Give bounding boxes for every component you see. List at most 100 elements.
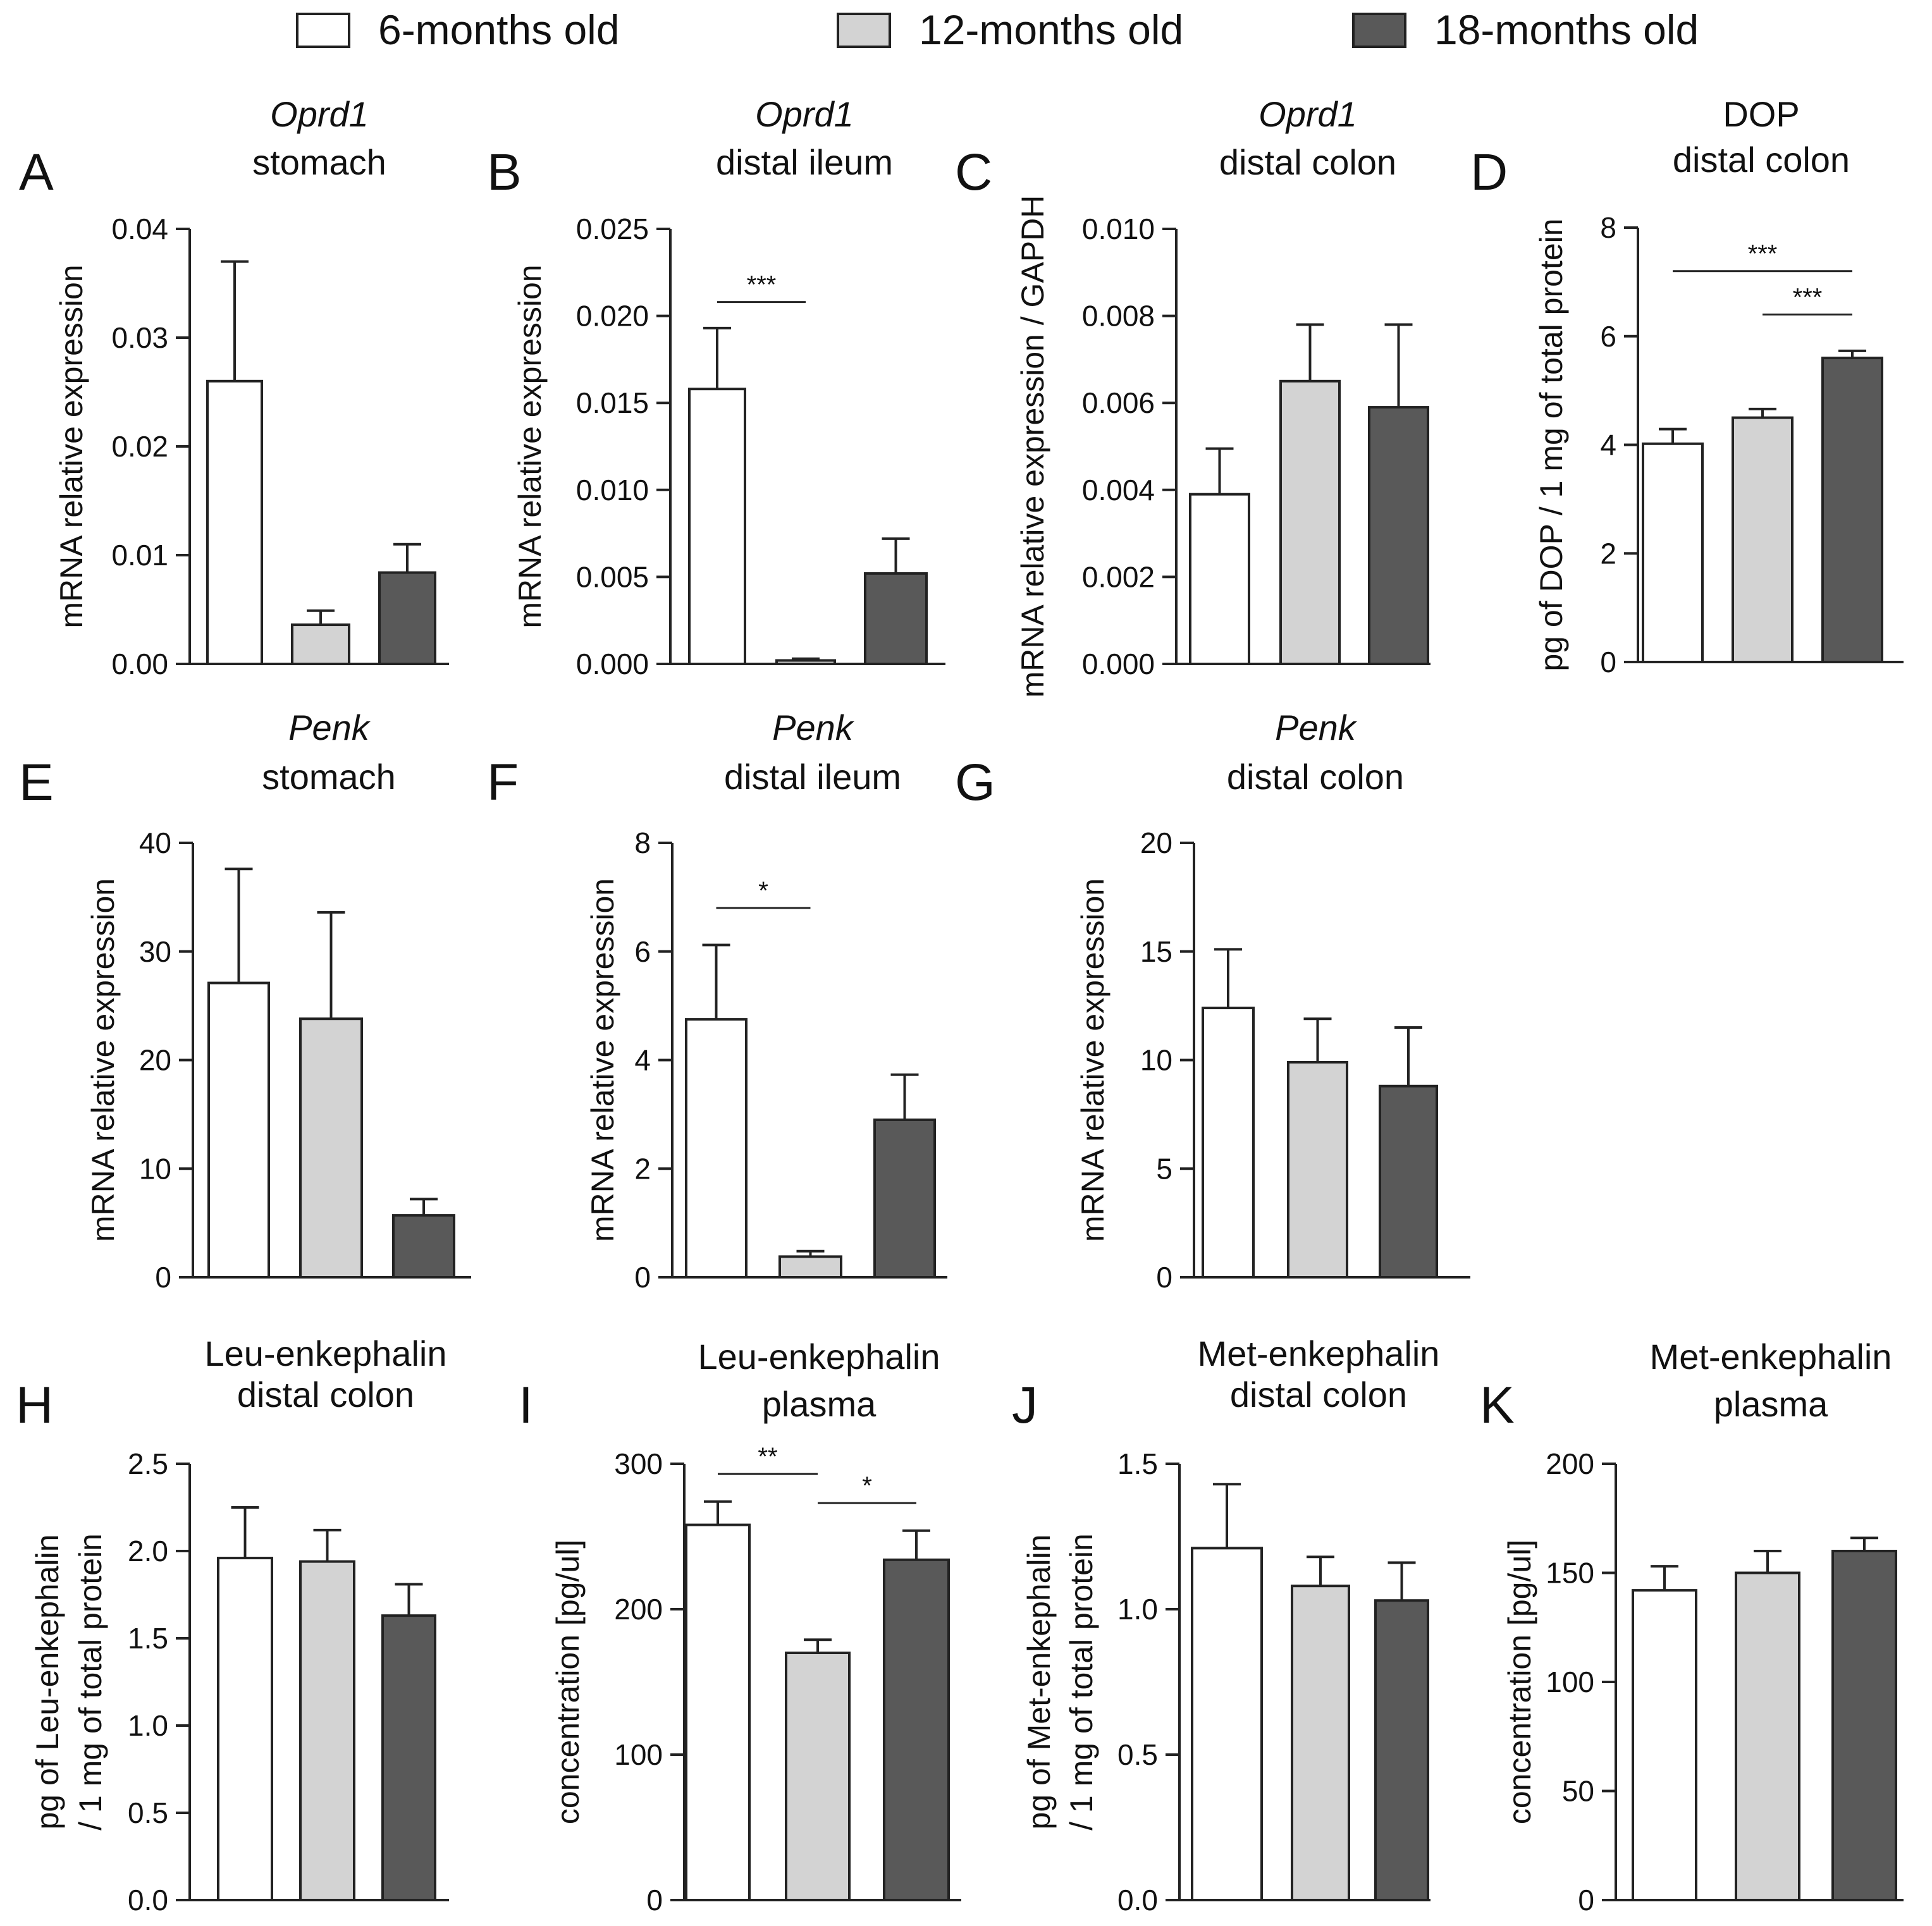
y-tick-label-d-3: 6 [1600, 320, 1616, 353]
panel-g: G Penk distal colon 0 5 10 15 20 mRNA relative e… [955, 708, 1470, 1294]
y-tick-label-h-4: 2.0 [128, 1535, 168, 1567]
bar-h-2 [299, 1560, 355, 1902]
y-tick-label-h-0: 0.0 [128, 1884, 168, 1917]
error-bar-d-3 [1838, 349, 1866, 359]
y-tick-label-i-2: 200 [614, 1593, 663, 1626]
bar-g-2 [1287, 1060, 1348, 1279]
chart-title-line1-d: DOP [1723, 94, 1799, 134]
y-tick-label-i-0: 0 [646, 1884, 663, 1917]
y-axis-label-j-line2: / 1 mg of total protein [1064, 1533, 1099, 1831]
error-bar-a-2 [307, 609, 335, 625]
error-bar-a-3 [393, 543, 421, 573]
bar-e-2 [299, 1017, 363, 1279]
bar-k-2 [1735, 1571, 1800, 1901]
bar-d-1 [1642, 442, 1704, 663]
panel-d: D DOP distal colon 0 2 4 6 8 pg of DOP / 1 mg of… [1470, 94, 1904, 678]
error-bar-k-1 [1651, 1565, 1678, 1591]
chart-title-line2-c: distal colon [1219, 142, 1396, 182]
significance-label-d-1: *** [1748, 240, 1778, 268]
panel-f: F Penk distal ileum 0 2 4 6 8 mRNA relative expr… [487, 708, 947, 1294]
error-bar-i-2 [804, 1638, 832, 1653]
y-tick-label-b-3: 0.015 [576, 386, 649, 419]
panel-c: C Oprd1 distal colon 0.000 0.002 0.004 0.006 0.… [955, 94, 1431, 697]
bar-g-1 [1202, 1007, 1255, 1279]
error-bar-b-2 [792, 657, 820, 661]
y-axis-label-a: mRNA relative expression [54, 264, 89, 628]
legend-swatch-1 [296, 13, 350, 48]
y-tick-label-b-5: 0.025 [576, 212, 649, 245]
bar-b-3 [864, 572, 928, 665]
bar-b-1 [688, 388, 746, 666]
y-tick-label-k-1: 50 [1562, 1775, 1594, 1808]
bar-a-2 [291, 623, 350, 666]
y-tick-label-k-2: 100 [1546, 1665, 1594, 1698]
y-tick-label-a-1: 0.01 [111, 539, 168, 572]
y-tick-label-j-1: 0.5 [1117, 1738, 1158, 1771]
error-bar-i-1 [704, 1500, 732, 1525]
significance-label-b-1: *** [747, 271, 777, 299]
y-axis-label-h-line1: pg of Leu-enkephalin [30, 1534, 65, 1829]
error-bar-f-1 [702, 943, 730, 1020]
y-tick-label-h-1: 0.5 [128, 1796, 168, 1829]
y-tick-label-c-5: 0.010 [1082, 212, 1155, 245]
y-tick-label-f-1: 2 [634, 1152, 651, 1185]
error-bar-i-3 [902, 1529, 930, 1560]
bar-i-3 [883, 1558, 950, 1902]
y-axis-label-h-line2: / 1 mg of total protein [73, 1533, 108, 1831]
panel-i: I Leu-enkephalin plasma 0 100 200 300 concentra… [519, 1337, 961, 1917]
significance-label-i-1: ** [758, 1443, 777, 1471]
error-bar-c-2 [1296, 323, 1324, 381]
y-tick-label-d-1: 2 [1600, 537, 1616, 570]
y-tick-label-i-3: 300 [614, 1447, 663, 1480]
y-tick-label-f-2: 4 [634, 1044, 651, 1077]
chart-title-line1-f: Penk [772, 708, 855, 747]
chart-title-line1-c: Oprd1 [1258, 94, 1357, 134]
y-tick-label-g-3: 15 [1140, 935, 1172, 968]
bar-i-2 [785, 1652, 851, 1901]
error-bar-c-3 [1384, 323, 1413, 408]
bar-k-3 [1831, 1550, 1897, 1901]
chart-title-line1-i: Leu-enkephalin [698, 1337, 940, 1377]
y-tick-label-d-0: 0 [1600, 646, 1616, 678]
error-bar-g-1 [1214, 948, 1242, 1009]
error-bar-b-1 [703, 326, 731, 389]
y-tick-label-c-1: 0.002 [1082, 560, 1155, 593]
panel-letter-a: A [19, 144, 54, 201]
y-tick-label-g-2: 10 [1140, 1044, 1172, 1077]
chart-title-line2-k: plasma [1714, 1384, 1828, 1424]
y-axis-label-c: mRNA relative expression / GAPDH [1015, 195, 1050, 698]
chart-title-line1-e: Penk [288, 708, 371, 747]
chart-title-line2-i: plasma [762, 1384, 877, 1424]
y-tick-label-a-2: 0.02 [111, 430, 168, 463]
y-axis-label-k: concentration [pg/ul] [1502, 1540, 1537, 1824]
panel-letter-d: D [1470, 144, 1508, 201]
y-tick-label-g-4: 20 [1140, 826, 1172, 859]
error-bar-e-3 [410, 1198, 438, 1216]
y-tick-label-d-4: 8 [1600, 211, 1616, 244]
chart-title-line2-a: stomach [252, 142, 386, 182]
chart-title-line1-b: Oprd1 [755, 94, 854, 134]
y-axis-label-d: pg of DOP / 1 mg of total protein [1534, 218, 1569, 671]
panel-letter-g: G [955, 754, 995, 811]
y-tick-label-j-0: 0.0 [1117, 1884, 1158, 1917]
panel-letter-j: J [1012, 1377, 1038, 1434]
significance-label-f-1: * [758, 877, 768, 905]
panel-letter-i: I [519, 1377, 533, 1434]
y-tick-label-b-4: 0.020 [576, 300, 649, 333]
chart-title-line2-g: distal colon [1227, 757, 1404, 797]
y-axis-label-f: mRNA relative expression [585, 878, 620, 1242]
panel-letter-c: C [955, 144, 992, 201]
bar-j-3 [1374, 1599, 1429, 1901]
significance-b-1: *** [717, 271, 806, 304]
y-tick-label-k-4: 200 [1546, 1447, 1594, 1480]
bar-g-3 [1379, 1084, 1438, 1279]
y-tick-label-h-3: 1.5 [128, 1622, 168, 1655]
error-bar-j-3 [1387, 1561, 1416, 1601]
y-tick-label-c-3: 0.006 [1082, 386, 1155, 419]
legend-label-3: 18-months old [1434, 6, 1699, 53]
bar-a-1 [206, 379, 263, 665]
y-tick-label-c-4: 0.008 [1082, 300, 1155, 333]
y-tick-label-e-1: 10 [139, 1152, 171, 1185]
